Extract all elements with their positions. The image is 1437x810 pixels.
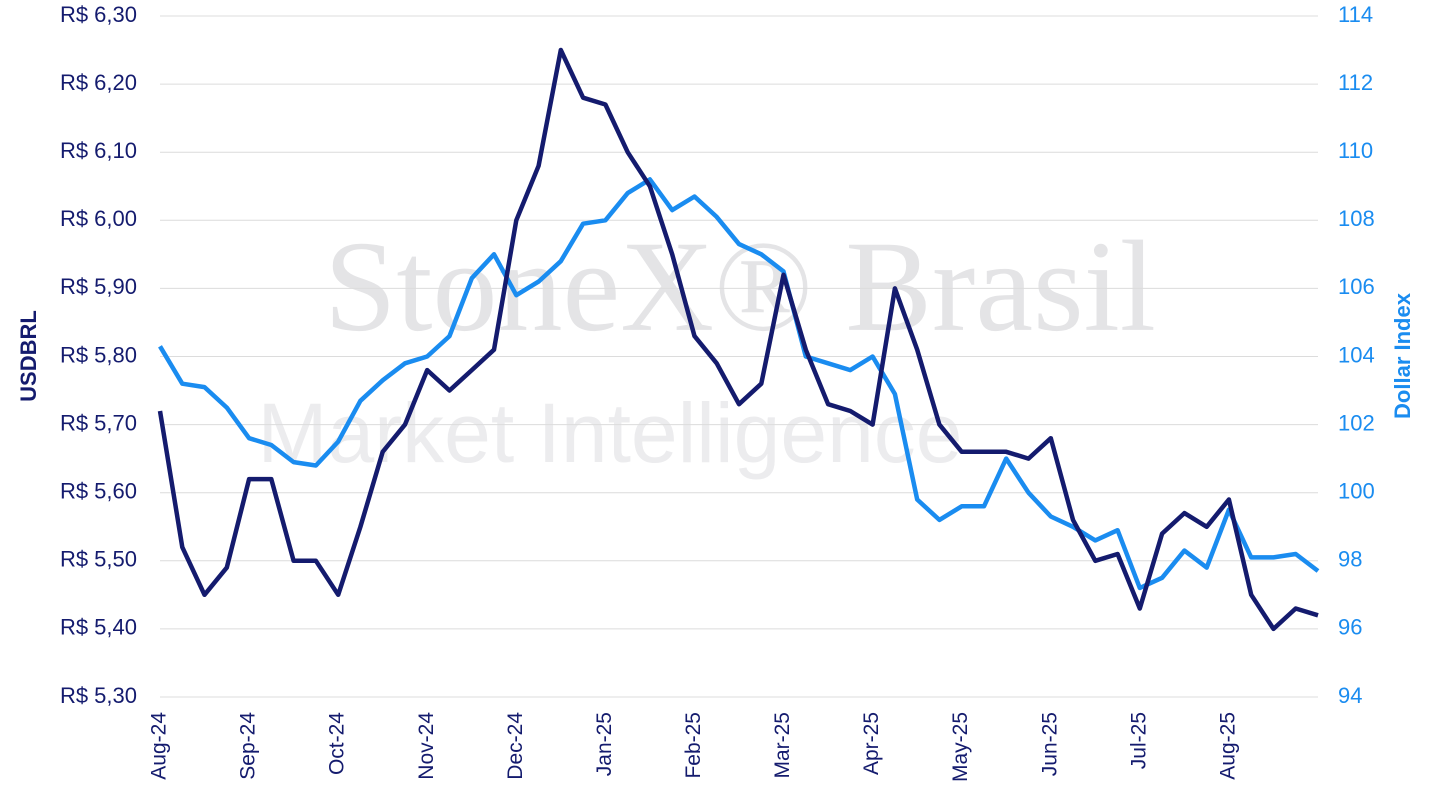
y-tick-label: R$ 5,60 (60, 479, 137, 504)
x-tick-label: Apr-25 (860, 712, 883, 775)
x-tick-label: Nov-24 (415, 712, 438, 780)
y2-tick-label: 96 (1338, 615, 1362, 640)
y-tick-label: R$ 5,50 (60, 547, 137, 572)
y2-tick-label: 114 (1338, 2, 1373, 27)
y-tick-label: R$ 5,90 (60, 274, 137, 299)
y-tick-label: R$ 6,30 (60, 2, 137, 27)
x-tick-label: Feb-25 (682, 712, 705, 779)
x-tick-label: Dec-24 (504, 712, 527, 780)
x-tick-label: Mar-25 (771, 712, 794, 779)
y2-tick-label: 106 (1338, 274, 1375, 299)
y-tick-label: R$ 5,70 (60, 410, 137, 435)
y2-tick-label: 98 (1338, 547, 1362, 572)
x-tick-label: Jul-25 (1127, 712, 1150, 769)
y-tick-label: R$ 5,30 (60, 683, 137, 708)
x-tick-label: Jan-25 (593, 712, 616, 776)
y2-tick-label: 108 (1338, 206, 1375, 231)
y2-tick-label: 110 (1338, 138, 1373, 163)
y2-tick-label: 102 (1338, 410, 1375, 435)
y-tick-label: R$ 5,80 (60, 342, 137, 367)
y-tick-label: R$ 6,20 (60, 70, 137, 95)
y2-axis-title: Dollar Index (1390, 292, 1415, 419)
y-tick-label: R$ 6,10 (60, 138, 137, 163)
x-tick-label: Aug-25 (1216, 712, 1239, 780)
y-axis-title: USDBRL (16, 310, 41, 402)
y2-tick-label: 112 (1338, 70, 1373, 95)
line-series (158, 177, 1320, 591)
x-tick-label: Jun-25 (1038, 712, 1061, 776)
line-series (157, 47, 1319, 632)
y-tick-label: R$ 5,40 (60, 615, 137, 640)
x-tick-label: Oct-24 (326, 712, 349, 775)
watermark: StoneX® Brasil (324, 215, 1156, 359)
x-tick-label: Aug-24 (148, 712, 171, 780)
y2-tick-label: 94 (1338, 683, 1362, 708)
watermark: Market Intelligence (257, 386, 962, 480)
y-tick-label: R$ 6,00 (60, 206, 137, 231)
x-tick-label: Sep-24 (237, 712, 260, 780)
y2-tick-label: 104 (1338, 342, 1375, 367)
y2-tick-label: 100 (1338, 479, 1375, 504)
x-tick-label: May-25 (949, 712, 972, 782)
